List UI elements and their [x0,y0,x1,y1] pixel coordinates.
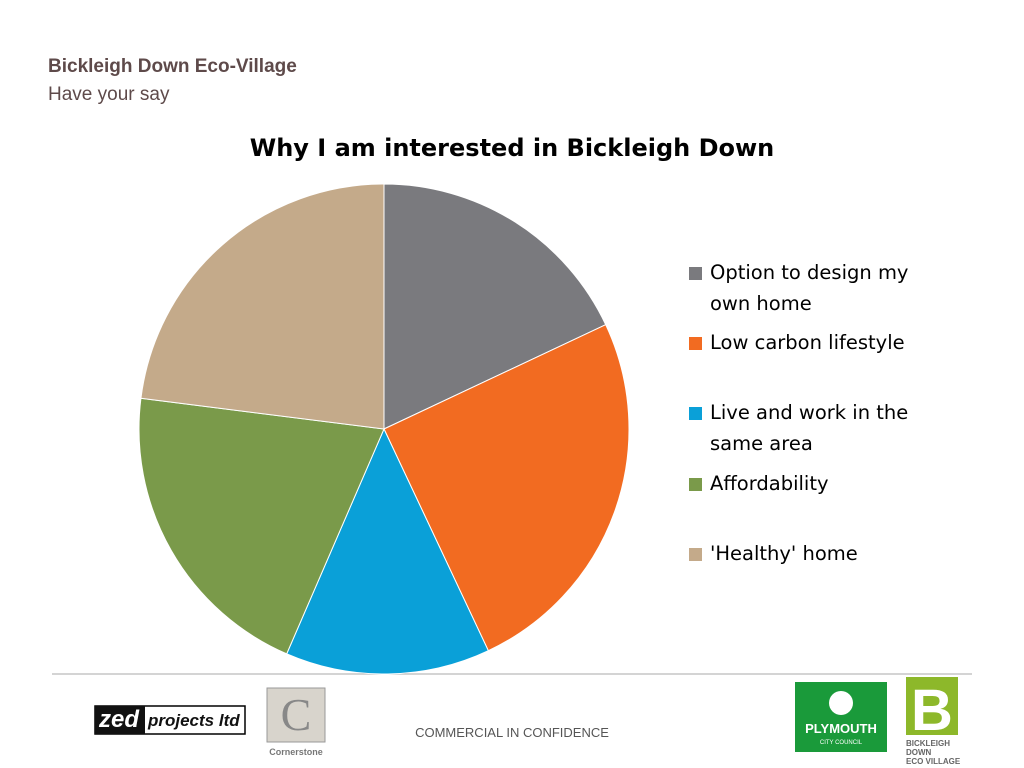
legend-item: Low carbon lifestyle [689,327,939,358]
cornerstone-mark: C [281,689,312,740]
bickleigh-text: DOWN [906,748,932,757]
legend-label: 'Healthy' home [710,542,858,565]
cornerstone-logo: C Cornerstone [266,687,326,757]
legend-swatch [689,337,702,350]
chart-title: Why I am interested in Bickleigh Down [250,134,775,162]
pie-slice [383,183,607,430]
legend-label: Affordability [710,472,829,495]
zed-rest: projects ltd [147,711,240,730]
bickleigh-logo: B BICKLEIGH DOWN ECO VILLAGE [906,677,961,766]
bickleigh-mark: B [911,678,953,743]
pie-slice [138,397,385,655]
legend-swatch [689,407,702,420]
cornerstone-box [266,687,326,743]
bickleigh-text: ECO VILLAGE [906,757,961,766]
pie-slice [383,324,630,652]
plymouth-crest [829,691,853,715]
legend-label: Live and work in the same area [710,401,909,455]
plymouth-sub: CITY COUNCIL [820,740,863,746]
zed-block [95,706,145,734]
header-title: Bickleigh Down Eco-Village [48,56,297,77]
header-subtitle: Have your say [48,84,170,105]
plymouth-text: PLYMOUTH [805,721,877,736]
legend-item: Affordability [689,468,939,499]
legend-swatch [689,548,702,561]
legend-label: Low carbon lifestyle [710,331,905,354]
plymouth-logo: PLYMOUTH CITY COUNCIL [795,682,887,752]
legend-item: Live and work in the same area [689,397,939,459]
legend-item: Option to design my own home [689,257,939,319]
zed-text: zed [98,706,140,733]
zed-logo: zed projects ltd [94,705,246,735]
legend-item: 'Healthy' home [689,538,939,569]
legend-label: Option to design my own home [710,261,909,315]
legend-swatch [689,267,702,280]
legend-swatch [689,478,702,491]
bickleigh-box [906,677,958,735]
cornerstone-text: Cornerstone [269,747,323,757]
confidential: COMMERCIAL IN CONFIDENCE [415,725,609,740]
pie-slice [140,183,385,430]
pie-slice [286,427,489,675]
bickleigh-text: BICKLEIGH [906,739,950,748]
